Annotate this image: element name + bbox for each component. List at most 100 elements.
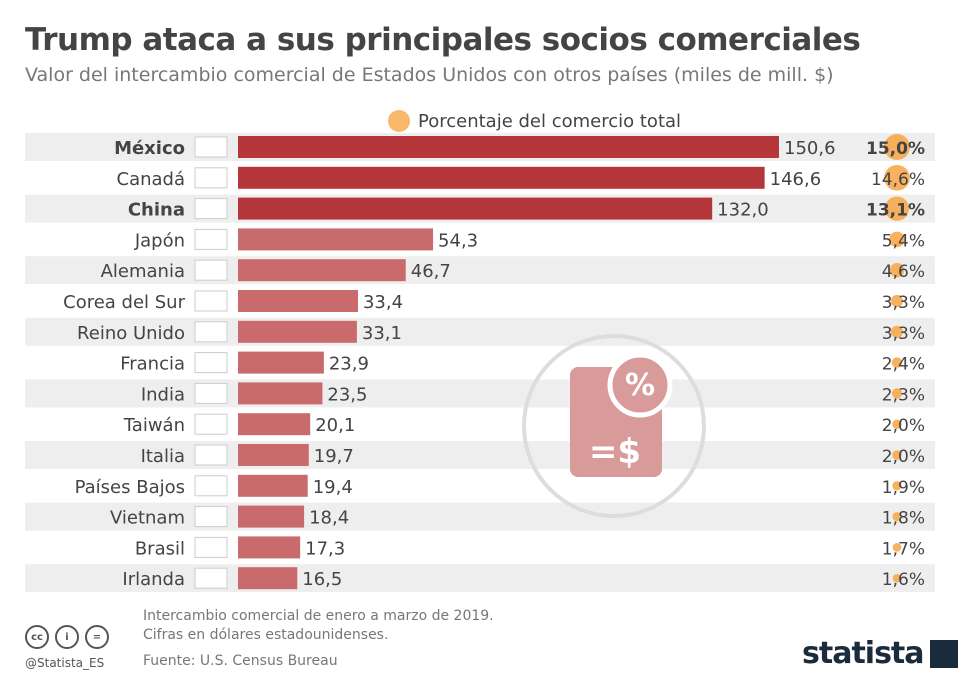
category-label: Corea del Sur [63,292,185,313]
value-label: 19,7 [314,446,354,467]
share-label: 1,6% [882,570,925,590]
category-label: Irlanda [122,569,185,590]
value-label: 19,4 [313,477,353,498]
share-label: 3,3% [882,324,925,344]
flag-icon [194,259,228,281]
category-label: Países Bajos [75,477,185,498]
watermark-circle [522,334,706,518]
share-label: 2,0% [882,447,925,467]
flag-icon [194,167,228,189]
share-dot [884,196,910,221]
bar [238,228,434,251]
flag-icon [194,413,228,435]
flag-icon [194,352,228,374]
share-label: 2,0% [882,416,925,436]
logo-mark-icon [929,639,958,668]
legend-dot [388,110,410,132]
row-background [25,256,935,285]
bar [238,567,298,590]
flag-icon [194,198,228,220]
license-icons: cc i = [25,625,109,649]
row-background [25,564,935,593]
legend: Porcentaje del comercio total [388,110,681,132]
bar [238,505,305,528]
share-dot [889,231,905,248]
flag-icon [194,228,228,250]
twitter-handle: @Statista_ES [25,656,105,670]
share-dot [892,573,902,583]
category-label: India [141,384,185,405]
flag-icon [194,290,228,312]
share-label: 1,8% [882,509,925,529]
bar [238,536,301,559]
share-dot [892,543,902,552]
flag-icon [194,136,228,158]
footnote-1: Intercambio comercial de enero a marzo d… [143,608,494,624]
chart-title: Trump ataca a sus principales socios com… [25,22,861,58]
value-label: 33,1 [362,323,402,344]
share-dot [892,419,902,429]
share-label: 1,7% [882,539,925,559]
row-background [25,317,935,346]
value-label: 54,3 [438,230,478,251]
bar [238,413,311,436]
share-label: 2,3% [882,385,925,405]
share-label: 3,3% [882,293,925,313]
value-label: 20,1 [315,415,355,436]
chart-subtitle: Valor del intercambio comercial de Estad… [25,64,834,86]
category-label: Alemania [101,261,185,282]
row-background [25,379,935,408]
category-label: Vietnam [110,508,185,529]
by-icon: i [55,625,79,649]
category-label: Taiwán [123,415,185,436]
share-label: 15,0% [866,139,925,159]
category-label: Brasil [135,538,185,559]
percent-icon [607,352,673,418]
bar [238,197,713,220]
bar [238,382,323,405]
flag-icon [194,475,228,497]
share-label: 13,1% [866,201,925,221]
category-label: Japón [134,230,185,251]
share-label: 5,4% [882,231,925,251]
share-dot [889,263,905,278]
share-dot [892,450,902,460]
category-label: Francia [120,354,185,375]
flag-icon [194,567,228,589]
share-label: 2,4% [882,355,925,375]
share-dot [891,357,903,368]
flag-icon [194,444,228,466]
statista-logo: statista [802,636,958,671]
flag-icon [194,506,228,528]
source: Fuente: U.S. Census Bureau [143,653,338,669]
share-dot [884,134,910,160]
value-label: 23,9 [329,354,369,375]
bar [238,351,324,374]
category-label: Canadá [117,169,186,190]
bar [238,136,779,158]
share-label: 4,6% [882,262,925,282]
bar [238,259,406,282]
value-label: 46,7 [411,261,451,282]
nd-icon: = [85,625,109,649]
flag-icon [194,382,228,404]
category-label: Reino Unido [77,323,185,344]
share-label: 14,6% [871,170,925,190]
value-label: 16,5 [302,569,342,590]
legend-label: Porcentaje del comercio total [418,110,682,132]
row-background [25,502,935,531]
cc-icon: cc [25,625,49,649]
share-dot [890,325,904,338]
share-dot [884,164,910,191]
share-dot [892,512,902,522]
footnote-2: Cifras en dólares estadounidenses. [143,627,389,643]
bar [238,474,308,497]
share-dot [891,388,903,399]
value-label: 17,3 [305,538,345,559]
value-label: 23,5 [327,384,367,405]
row-background [25,441,935,469]
category-label: Italia [141,446,185,467]
category-label: México [114,138,185,159]
flag-icon [194,321,228,343]
